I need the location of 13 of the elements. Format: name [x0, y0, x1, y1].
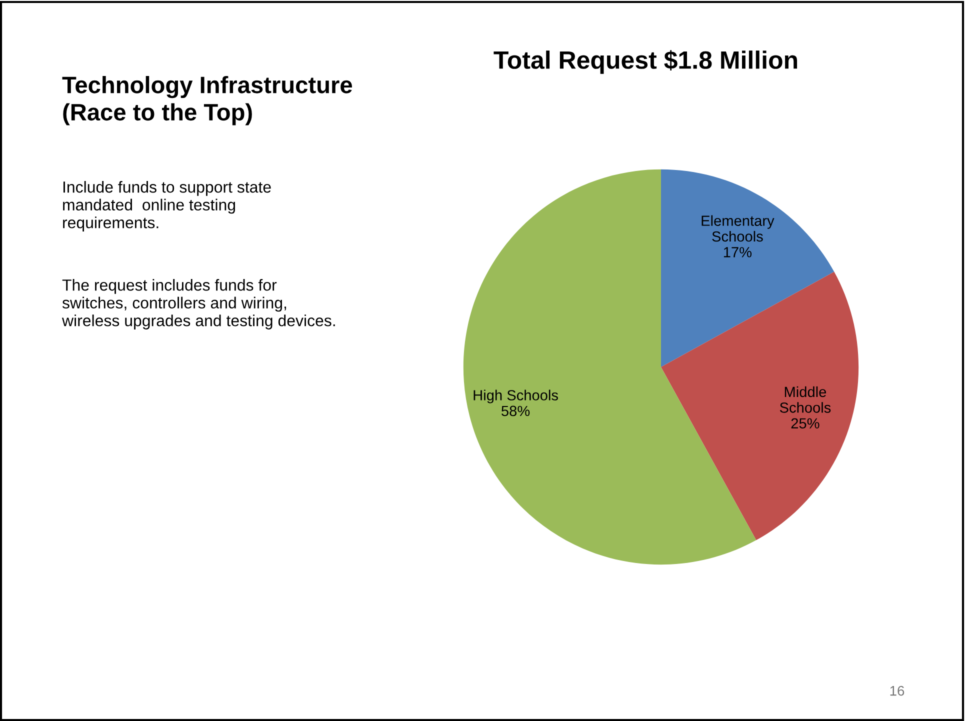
- pie-slice: [661, 169, 834, 367]
- text: Include funds to support state mandated online testing requirements.: [63, 181, 271, 232]
- text: Technology Infrastructure (Race to the Top): [62, 76, 352, 126]
- slice-label: Middle Schools: [780, 386, 831, 413]
- text: 16: [890, 686, 904, 696]
- slice-label: High Schools: [474, 390, 558, 404]
- text: The request includes funds for switches, controllers and wiring, wireless upgrades and testing devices.: [62, 279, 335, 330]
- data-label: 58%: [502, 406, 530, 416]
- chart-title: Total Request $1.8 Million: [494, 50, 798, 74]
- data-label: 17%: [724, 247, 752, 258]
- pie-slice: [661, 272, 859, 540]
- data-label: 25%: [791, 418, 820, 429]
- slice-label: Elementary Schools: [702, 215, 774, 242]
